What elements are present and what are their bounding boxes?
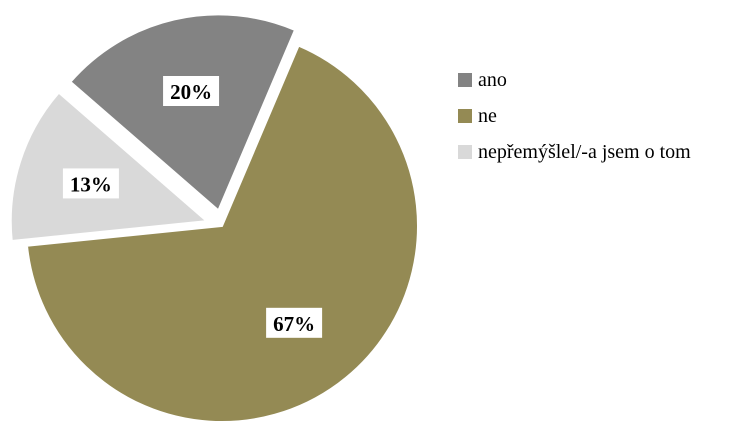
data-label-nepemlelajsemotom: 13% (62, 168, 119, 199)
pie-data-labels: 67% 13% 20% (62, 76, 323, 338)
legend-item-ano: ano (458, 62, 691, 98)
legend-label-ano: ano (478, 68, 507, 91)
legend-swatch-ano (458, 73, 472, 87)
data-label-ano: 20% (163, 76, 220, 107)
svg-text:20%: 20% (170, 80, 212, 104)
legend-swatch-ne (458, 109, 472, 123)
svg-text:13%: 13% (70, 172, 112, 196)
pie-slices (9, 13, 419, 423)
legend-item-neprmyslel: nepřemýšlel/-a jsem o tom (458, 134, 691, 170)
legend: ano ne nepřemýšlel/-a jsem o tom (458, 62, 691, 170)
pie-slice-ano (69, 13, 297, 213)
legend-item-ne: ne (458, 98, 691, 134)
legend-label-neprmyslel: nepřemýšlel/-a jsem o tom (478, 140, 691, 163)
data-label-ne: 67% (266, 307, 323, 338)
legend-label-ne: ne (478, 104, 497, 127)
svg-text:67%: 67% (273, 312, 315, 336)
pie-slice-nepemlelajsemotom (9, 91, 210, 243)
legend-swatch-neprmyslel (458, 145, 472, 159)
